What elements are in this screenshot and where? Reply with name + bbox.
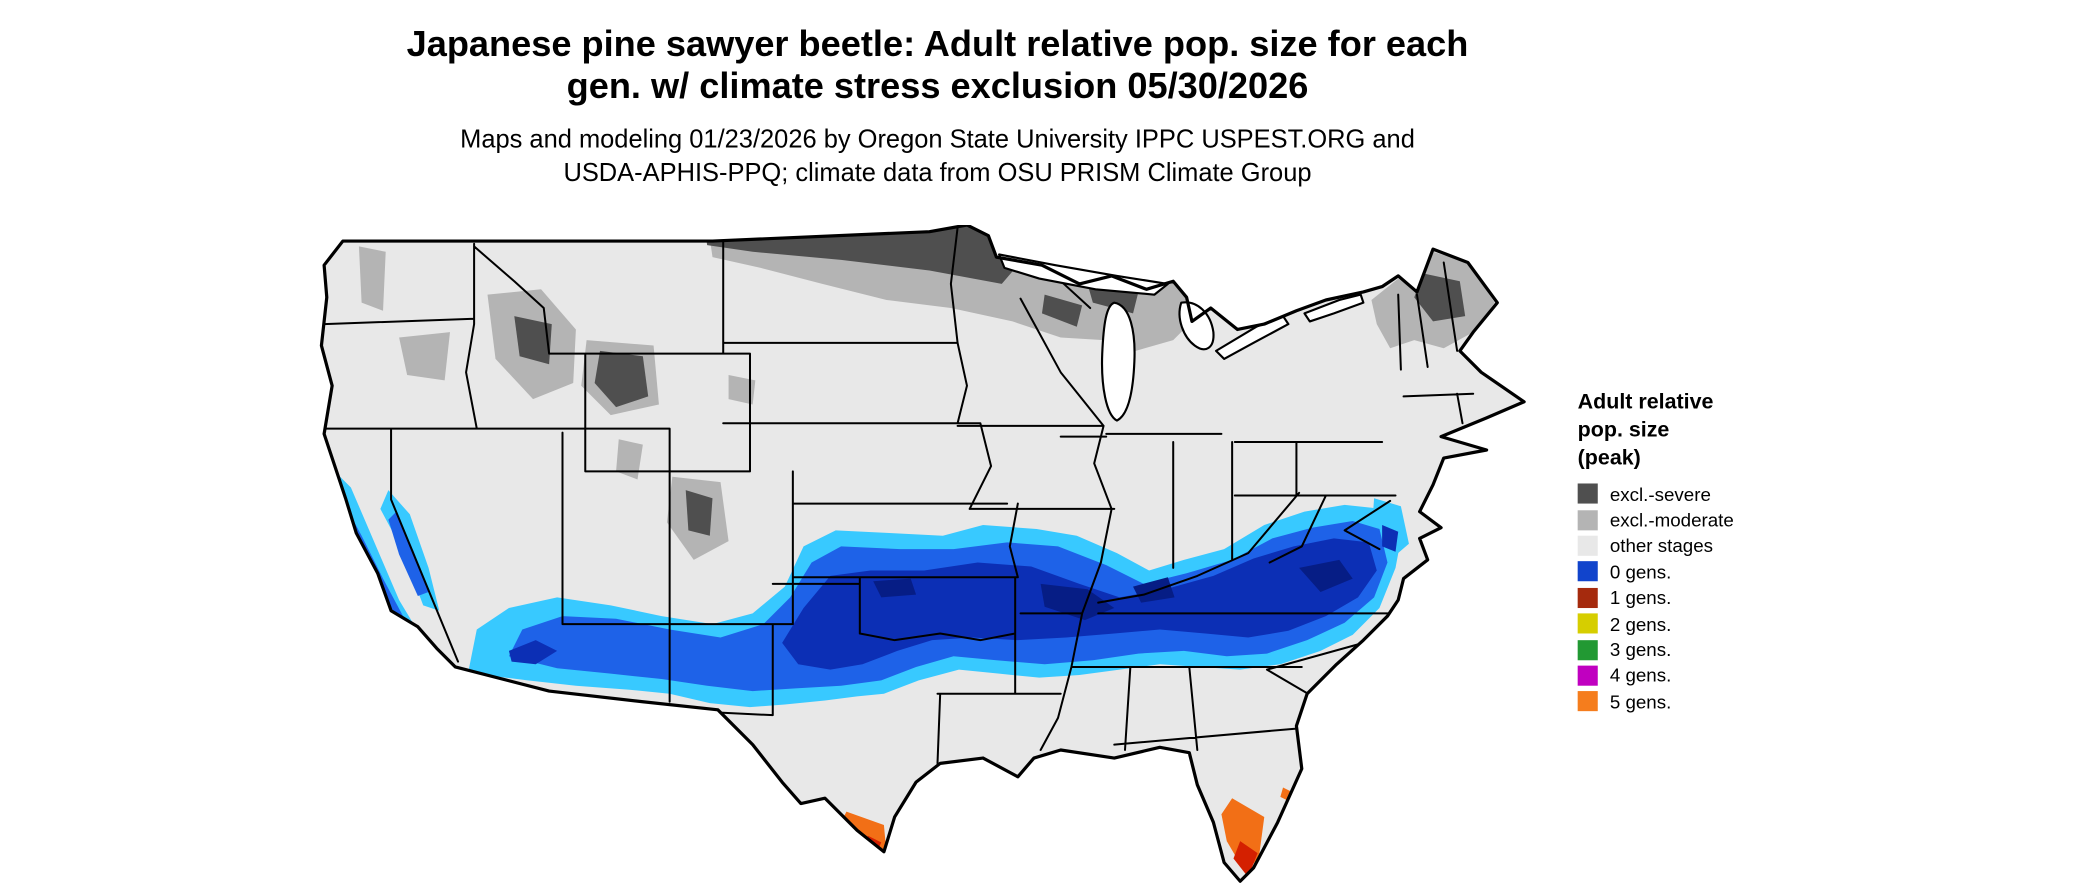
map-title-line2: gen. w/ climate stress exclusion 05/30/2…	[566, 65, 1309, 106]
legend-item: other stages	[1577, 535, 1873, 557]
layer-band-navy	[873, 559, 1353, 621]
legend: Adult relative pop. size (peak) excl.-se…	[1577, 388, 1873, 713]
legend-swatch-3-gens	[1577, 639, 1598, 660]
legend-label: excl.-moderate	[1609, 509, 1734, 531]
legend-label: other stages	[1609, 535, 1714, 557]
legend-label: excl.-severe	[1609, 483, 1711, 505]
legend-swatch-0-gens	[1577, 561, 1598, 582]
legend-title-line2: pop. size	[1577, 419, 1670, 442]
legend-item: excl.-moderate	[1577, 509, 1873, 531]
layer-excl-severe	[514, 224, 1466, 536]
legend-item: excl.-severe	[1577, 483, 1873, 505]
legend-swatch-excl-moderate	[1577, 509, 1598, 530]
map-title-line1: Japanese pine sawyer beetle: Adult relat…	[406, 24, 1469, 65]
legend-label: 4 gens.	[1609, 664, 1672, 687]
legend-label: 2 gens.	[1609, 612, 1672, 635]
legend-swatch-5-gens	[1577, 691, 1598, 712]
us-outline	[319, 223, 1526, 883]
map-subtitle: Maps and modeling 01/23/2026 by Oregon S…	[0, 123, 1875, 190]
layer-gens1-red	[865, 835, 1258, 878]
legend-label: 1 gens.	[1609, 586, 1672, 609]
legend-label: 0 gens.	[1609, 560, 1672, 583]
map-subtitle-line1: Maps and modeling 01/23/2026 by Oregon S…	[460, 125, 1415, 155]
legend-item: 2 gens.	[1577, 612, 1873, 635]
map-title: Japanese pine sawyer beetle: Adult relat…	[0, 24, 1875, 107]
conus-map-svg	[319, 223, 1526, 883]
legend-item: 5 gens.	[1577, 690, 1873, 713]
lake-ontario	[1303, 293, 1365, 323]
legend-item: 0 gens.	[1577, 560, 1873, 583]
lake-michigan	[1100, 301, 1136, 422]
legend-label: 5 gens.	[1609, 690, 1672, 713]
legend-items: excl.-severe excl.-moderate other stages…	[1577, 483, 1873, 713]
legend-swatch-excl-severe	[1577, 483, 1598, 504]
state-borders	[323, 226, 1475, 765]
legend-item: 4 gens.	[1577, 664, 1873, 687]
great-lakes	[998, 253, 1365, 422]
legend-swatch-4-gens	[1577, 665, 1598, 686]
legend-swatch-other-stages	[1577, 535, 1598, 556]
legend-title-line1: Adult relative	[1577, 391, 1714, 414]
legend-title-line3: (peak)	[1577, 447, 1641, 471]
legend-item: 1 gens.	[1577, 586, 1873, 609]
legend-item: 3 gens.	[1577, 638, 1873, 661]
conus-map	[311, 223, 1557, 884]
legend-swatch-2-gens	[1577, 613, 1598, 634]
map-subtitle-line2: USDA-APHIS-PPQ; climate data from OSU PR…	[563, 159, 1312, 188]
legend-label: 3 gens.	[1609, 638, 1672, 661]
legend-title: Adult relative pop. size (peak)	[1578, 388, 1873, 472]
legend-swatch-1-gens	[1577, 587, 1598, 608]
